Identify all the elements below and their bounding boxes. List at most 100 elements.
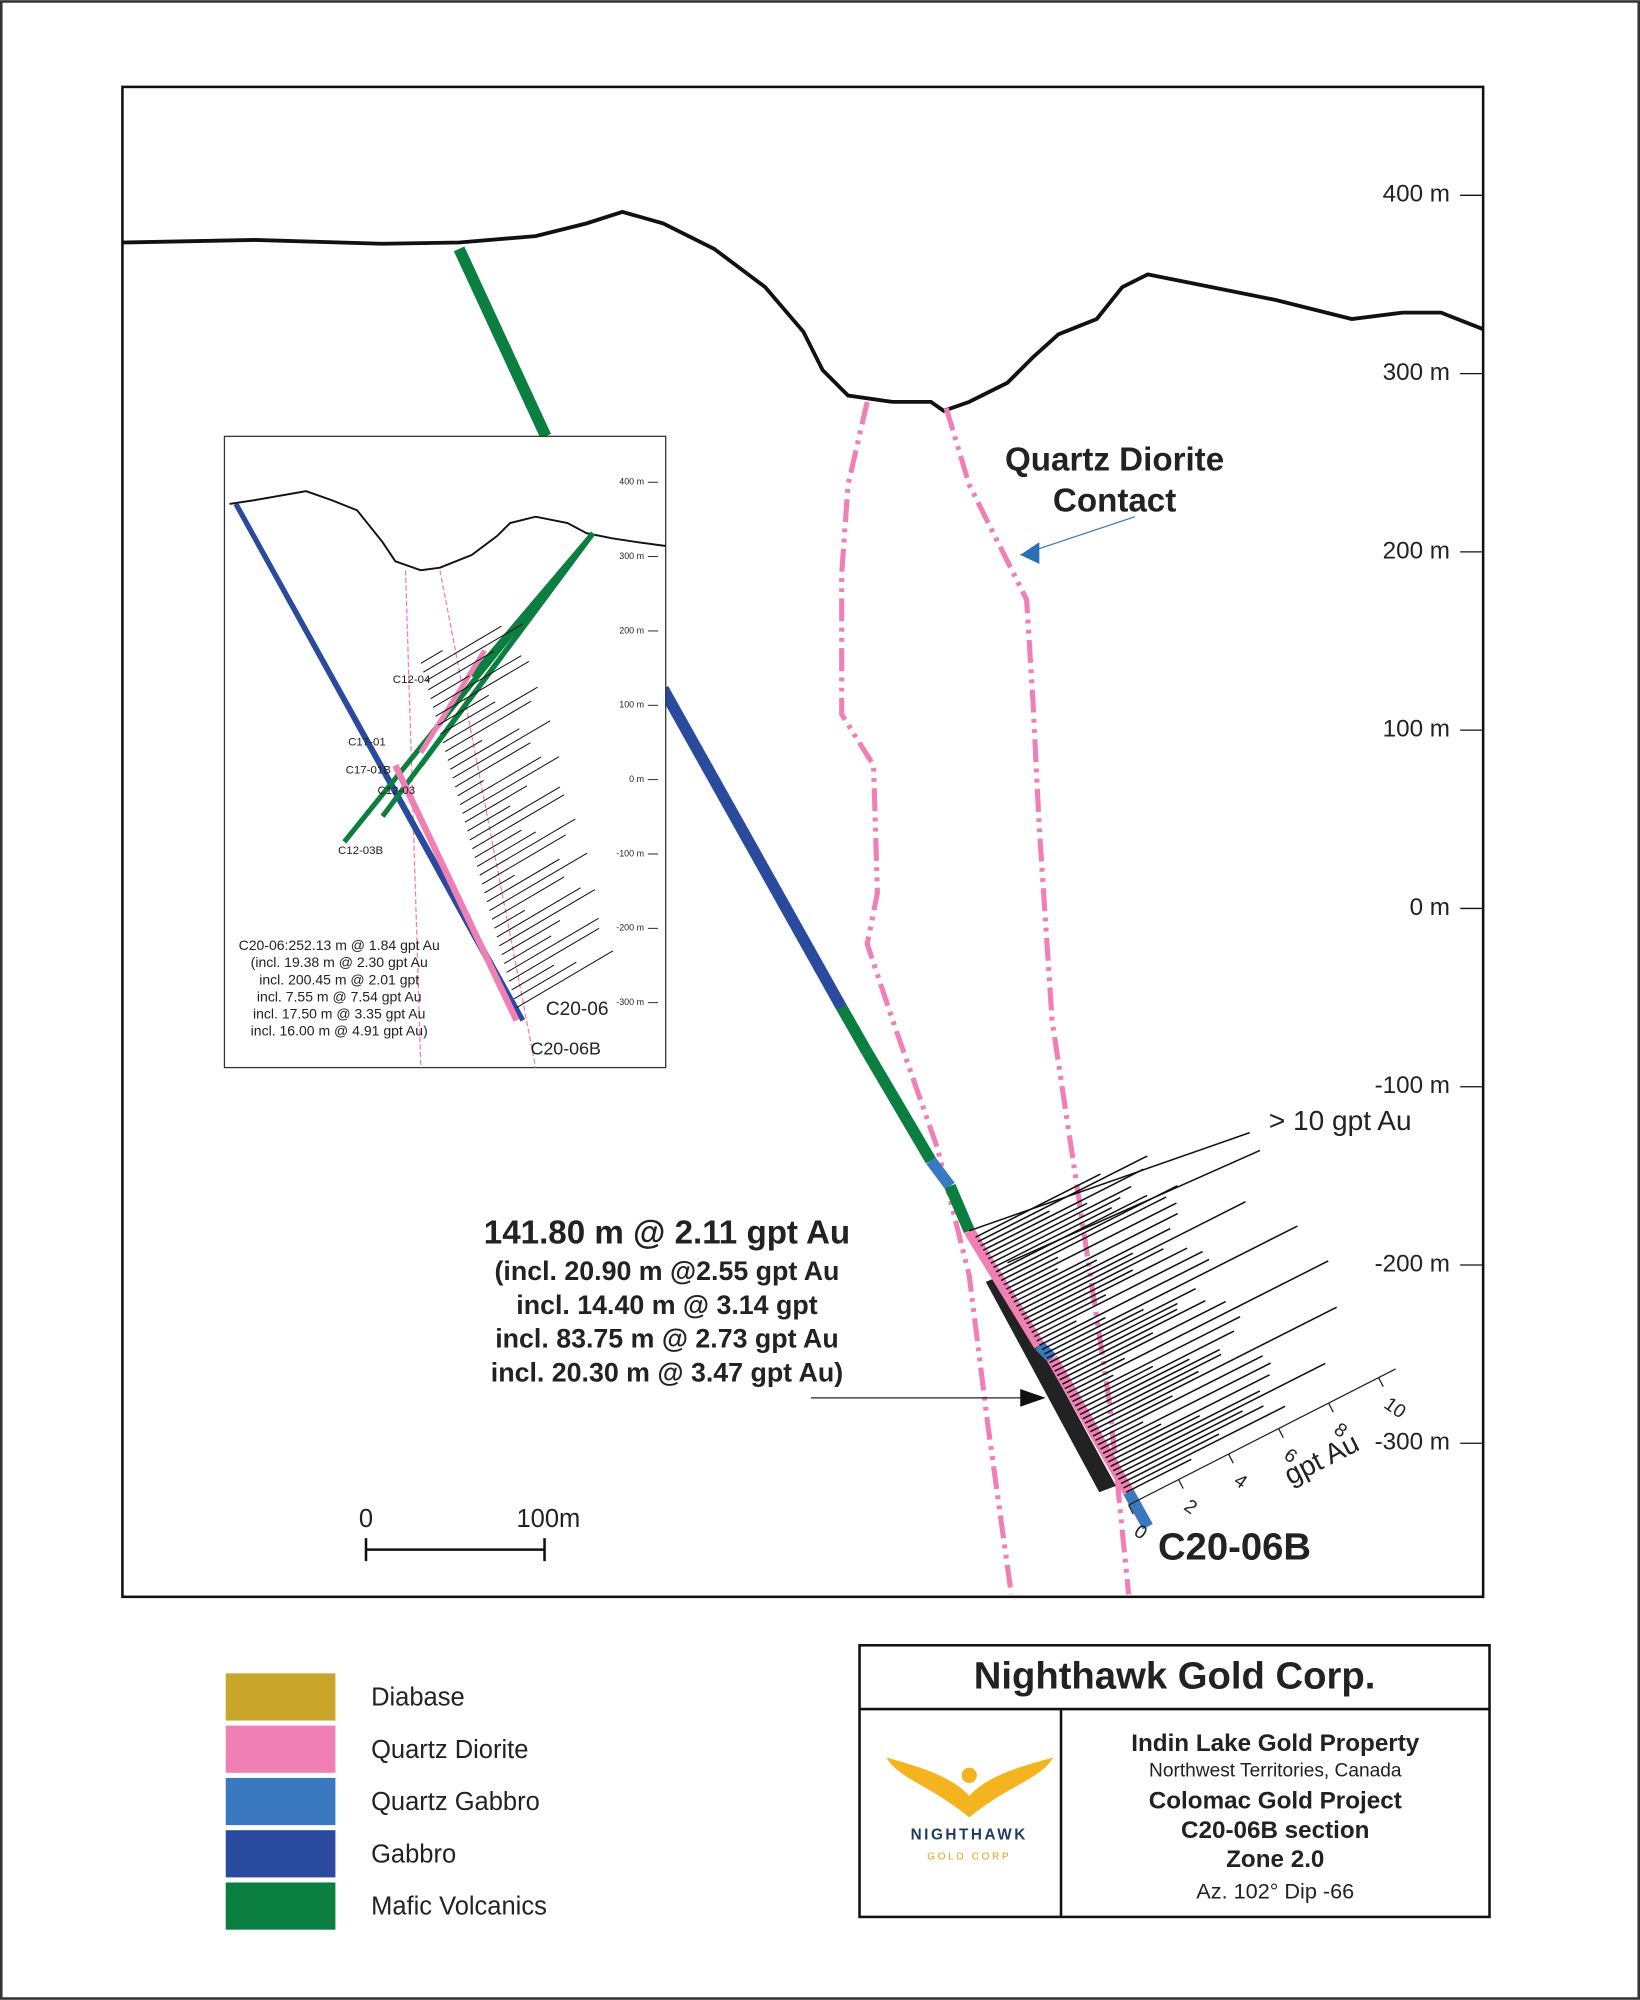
elevation-axis: 400 m 300 m 200 m 100 m 0 m -100 m -200 m -300 … — [1375, 181, 1482, 1456]
scale-start: 0 — [359, 1505, 373, 1533]
inset-grade-bar — [484, 874, 515, 894]
contact-east — [943, 407, 1132, 1595]
grade-bar — [1016, 1227, 1171, 1308]
company-name: Nighthawk Gold Corp. — [974, 1655, 1376, 1698]
grade-bar — [1120, 1433, 1220, 1485]
elevation-label: 300 m — [1383, 359, 1450, 386]
grade-bar — [1072, 1316, 1241, 1403]
contact-arrow — [1020, 542, 1040, 564]
legend-swatch — [225, 1673, 336, 1721]
inset-grade-bar — [503, 935, 552, 964]
contact-label: Quartz Diorite — [1005, 442, 1224, 479]
inset-grade-bar — [440, 701, 496, 735]
inset-summary-line: incl. 17.50 m @ 3.35 gpt Au — [253, 1005, 425, 1021]
legend-label: Quartz Gabbro — [371, 1788, 540, 1816]
grade-bar — [1095, 1355, 1264, 1442]
grade-bar — [985, 1202, 1088, 1256]
title-lines: Indin Lake Gold Property Northwest Territ… — [1131, 1730, 1420, 1903]
grade-bar — [1036, 1320, 1077, 1342]
intercept-line: incl. 20.30 m @ 3.47 gpt Au) — [491, 1357, 843, 1387]
inset-grade-bar — [454, 742, 531, 788]
title-line: Indin Lake Gold Property — [1131, 1730, 1420, 1757]
grade-bar — [1021, 1201, 1246, 1316]
grade-bar — [1061, 1300, 1227, 1385]
grade-bar — [993, 1206, 1113, 1269]
inset-grade-bar — [467, 805, 511, 832]
grade-bar — [990, 1197, 1121, 1264]
inset-grade-bar — [469, 786, 561, 841]
grade-bar — [1084, 1353, 1222, 1424]
intercept-bar — [985, 1275, 1116, 1493]
legend-swatch — [225, 1882, 336, 1930]
grade-bar — [1112, 1362, 1326, 1472]
grade-bar — [1069, 1374, 1114, 1398]
grade-bar — [1051, 1302, 1178, 1368]
grade-bar — [975, 1173, 1101, 1238]
inset-elevation-label: -300 m — [616, 997, 644, 1007]
inset-grade-bar — [486, 858, 560, 903]
grade-bar — [1100, 1362, 1271, 1450]
contact-label: Contact — [1053, 482, 1176, 519]
elevation-label: -300 m — [1375, 1429, 1450, 1456]
elevation-label: 400 m — [1383, 181, 1450, 208]
grade-bar — [1102, 1423, 1162, 1455]
inset-elevation-label: 400 m — [619, 477, 644, 487]
legend-label: Quartz Diorite — [371, 1736, 528, 1764]
title-line: C20-06B section — [1181, 1817, 1369, 1844]
logo-name: NIGHTHAWK — [911, 1826, 1028, 1843]
grade-bar — [1087, 1370, 1199, 1429]
inset-holes — [233, 502, 614, 1022]
legend-label: Mafic Volcanics — [371, 1893, 547, 1921]
inset-hole-label: C12-03 — [377, 785, 415, 797]
grade-bar — [1028, 1247, 1188, 1329]
grade-bar — [1033, 1250, 1203, 1338]
inset-summary-line: (incl. 19.38 m @ 2.30 gpt Au — [251, 954, 428, 970]
contact-west — [839, 401, 1014, 1595]
grade-bar — [1018, 1252, 1134, 1312]
inset-grade-bar — [445, 700, 532, 753]
grade-bar — [1039, 1258, 1210, 1346]
legend: Diabase Quartz Diorite Quartz Gabbro Gabbro… — [225, 1673, 547, 1930]
intercept-details: (incl. 20.90 m @2.55 gpt Au incl. 14.40 m… — [491, 1256, 843, 1387]
inset-grade-bar — [427, 650, 495, 691]
inset-hole — [392, 763, 520, 1022]
hole-segment — [836, 1004, 873, 1056]
scale-end: 100m — [516, 1505, 580, 1533]
grade-bar — [1082, 1348, 1221, 1420]
inset-grade-bar — [499, 889, 596, 947]
inset-hole-label: C20-06 — [546, 999, 609, 1020]
inset-grade-bar — [506, 917, 599, 973]
inset-grade-bar — [513, 961, 577, 1000]
grade-scale-tick — [1278, 1428, 1284, 1438]
inset-hole — [418, 649, 487, 754]
grade-scale-tick — [1128, 1504, 1134, 1515]
elevation-label: 100 m — [1383, 716, 1450, 743]
inset-grade-bar — [435, 660, 530, 717]
elevation-label: -200 m — [1375, 1250, 1450, 1277]
inset-grade-bar — [432, 655, 522, 708]
grade-bar — [1064, 1357, 1126, 1390]
title-block: Nighthawk Gold Corp. NIGHTHAWK GOLD CORP… — [858, 1644, 1491, 1919]
inset-grade-bar — [437, 694, 489, 726]
grade-bar — [1110, 1390, 1261, 1468]
grade-bar — [1054, 1308, 1178, 1372]
grade-bar — [980, 1210, 1050, 1247]
inset-grade-bar — [491, 876, 565, 920]
grade-bar — [1041, 1316, 1106, 1351]
inset-grade-bar — [481, 834, 566, 885]
grade-bar — [1046, 1308, 1144, 1359]
inset-summary-line: C20-06:252.13 m @ 1.84 gpt Au — [239, 937, 440, 953]
hole-segment — [964, 1227, 1045, 1349]
grade-bar — [1125, 1458, 1192, 1493]
inset-hole — [233, 502, 513, 1003]
grade-bar — [1067, 1260, 1329, 1394]
inset-grade-bar — [479, 818, 576, 876]
inset-grade-bar — [452, 720, 551, 779]
inset-summary-line: incl. 200.45 m @ 2.01 gpt — [259, 971, 419, 987]
grade-bar — [1123, 1405, 1286, 1489]
inset-grade-bar — [474, 829, 522, 859]
grade-bar — [1105, 1374, 1270, 1459]
grade-bar — [1090, 1306, 1338, 1433]
